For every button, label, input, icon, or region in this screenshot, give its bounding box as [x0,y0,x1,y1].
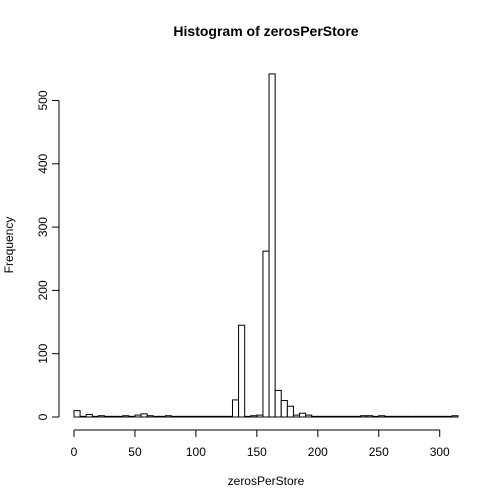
histogram-bar [128,415,136,418]
histogram-bar [402,415,410,418]
histogram-bar [262,250,270,418]
histogram-bar [158,415,166,418]
histogram-bar [207,415,215,418]
x-tick-label: 300 [430,445,450,459]
histogram-bar [280,400,288,418]
histogram-bar [219,415,227,418]
histogram-bar [134,414,142,418]
histogram-bar [317,415,325,418]
histogram-bar [414,415,422,418]
histogram-bar [85,413,93,418]
histogram-bar [341,415,349,418]
histogram-bar [268,73,276,418]
x-axis: 0 50 100 150 200 250 300 [71,429,450,459]
histogram-bar [433,415,441,418]
histogram-bar [97,415,105,418]
histogram-bar [408,415,416,418]
histogram-bar [177,415,185,418]
histogram-bar [103,415,112,418]
histogram-bar [335,415,343,418]
y-axis: 0 100 200 300 400 500 [36,90,60,420]
histogram-bar [420,415,429,418]
histogram-bar [238,324,246,418]
x-tick-label: 150 [247,445,267,459]
histogram-bar [396,415,404,418]
y-tick-label: 100 [36,343,50,363]
histogram-bar [171,415,179,418]
histogram-bar [146,415,154,418]
x-tick-label: 250 [369,445,389,459]
histogram-bar [91,415,99,418]
histogram-bar [384,415,392,418]
histogram-bar [213,415,221,418]
histogram-bar [79,415,87,418]
y-tick-label: 200 [36,280,50,300]
x-tick-label: 200 [308,445,328,459]
histogram-bar [250,415,258,418]
histogram-bar [305,414,313,418]
histogram-bar [372,415,380,418]
histogram-bar [323,415,331,418]
histogram-bar [347,415,355,418]
histogram-bar [390,415,398,418]
histogram-bar [286,405,294,418]
histogram-bar [152,415,160,418]
y-tick-label: 500 [36,90,50,110]
histogram-bar [140,413,148,418]
histogram-bar [311,415,319,418]
y-axis-label: Frequency [2,217,16,274]
y-tick-label: 0 [36,413,50,420]
histogram-bar [244,415,252,418]
histogram-bar [225,415,233,418]
histogram-bar [110,415,118,418]
histogram-bar [329,415,337,418]
histogram-bar [164,415,173,418]
histogram-bar [359,415,368,418]
histogram-bar [183,415,191,418]
x-tick-label: 0 [71,445,78,459]
histogram-bar [201,415,209,418]
histogram-bar [195,415,203,418]
x-tick-label: 50 [128,445,142,459]
histogram-bar [189,415,197,418]
histogram-bar [116,415,124,418]
histogram-bar [274,389,282,418]
bars-group [73,73,459,418]
histogram-bar [353,415,361,418]
histogram-bar [366,415,374,418]
histogram-bar [445,415,453,418]
y-tick-label: 400 [36,153,50,173]
histogram-bar [73,410,81,418]
histogram-bar [122,415,130,418]
histogram-bar [427,415,435,418]
histogram-bar [299,412,307,418]
x-axis-label: zerosPerStore [228,474,305,488]
x-tick-label: 100 [186,445,206,459]
histogram-bar [292,414,301,418]
chart-title: Histogram of zerosPerStore [173,23,358,39]
histogram-bar [256,414,264,418]
histogram-bar [231,399,240,418]
histogram-bar [451,415,459,418]
histogram-bar [378,415,386,418]
y-tick-label: 300 [36,217,50,237]
histogram-bar [439,415,447,418]
